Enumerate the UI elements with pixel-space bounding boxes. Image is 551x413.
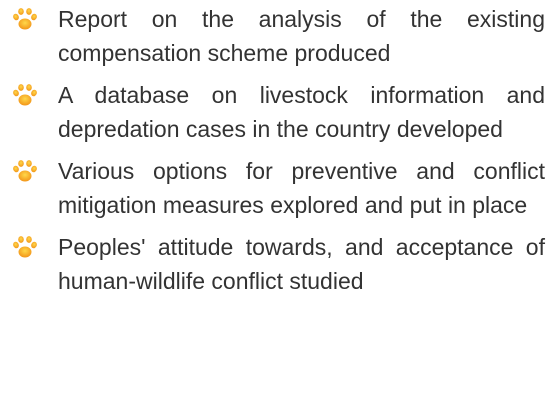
- bullet-list: Report on the analysis of the existing c…: [0, 2, 551, 306]
- paw-icon: [13, 160, 37, 182]
- bullet-item: Report on the analysis of the existing c…: [0, 2, 545, 70]
- item-text: Various options for preventive and confl…: [58, 158, 545, 218]
- bullet-item: Various options for preventive and confl…: [0, 154, 545, 222]
- item-text: Peoples' attitude towards, and acceptanc…: [58, 234, 545, 294]
- item-text: Report on the analysis of the existing c…: [58, 6, 545, 66]
- paw-icon: [13, 8, 37, 30]
- paw-icon: [13, 84, 37, 106]
- item-text: A database on livestock information and …: [58, 82, 545, 142]
- bullet-item: Peoples' attitude towards, and acceptanc…: [0, 230, 545, 298]
- bullet-item: A database on livestock information and …: [0, 78, 545, 146]
- paw-icon: [13, 236, 37, 258]
